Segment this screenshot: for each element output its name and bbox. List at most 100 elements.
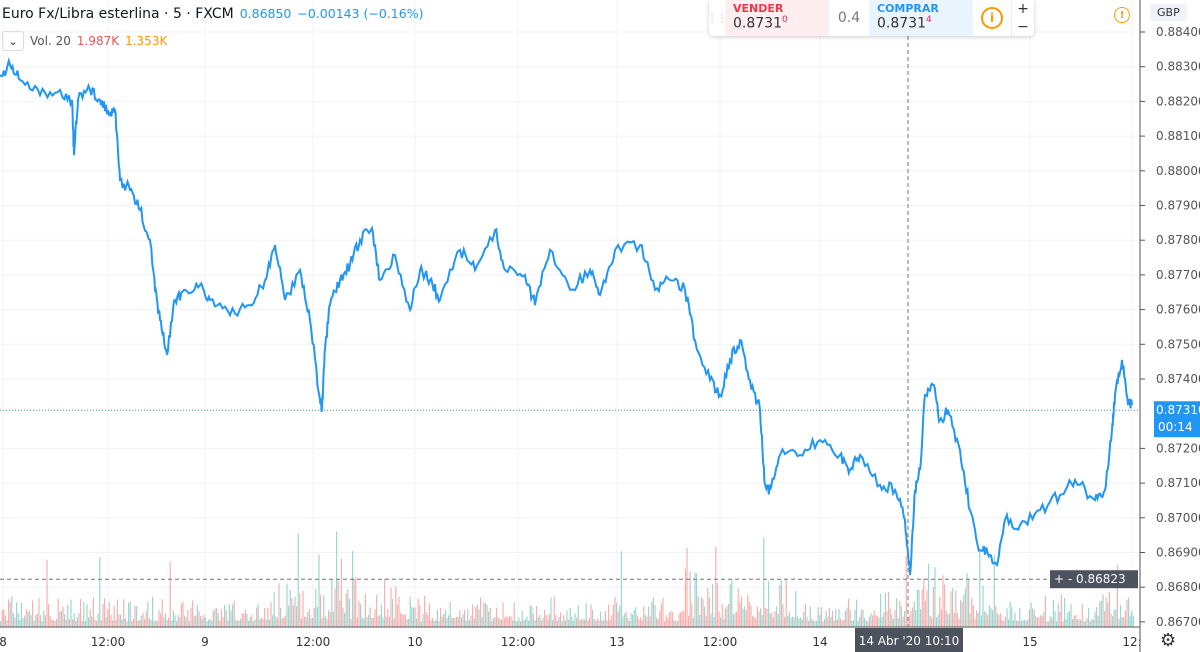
volume-bar — [648, 606, 650, 627]
volume-bar — [296, 606, 298, 627]
volume-bar — [280, 607, 282, 627]
volume-bar — [1068, 611, 1070, 627]
volume-bar — [838, 609, 840, 627]
volume-bar — [702, 599, 704, 627]
warning-icon[interactable]: ! — [1114, 7, 1130, 23]
volume-bar — [915, 609, 917, 627]
volume-bar — [993, 554, 995, 627]
sell-button[interactable]: VENDER 0.87310 — [725, 0, 829, 36]
volume-bar — [22, 618, 24, 627]
volume-bar — [566, 610, 568, 627]
volume-bar — [302, 590, 304, 627]
volume-bar — [889, 608, 891, 627]
volume-bar — [440, 607, 442, 627]
volume-bar — [756, 606, 758, 627]
volume-bar — [523, 620, 525, 627]
volume-bar — [284, 615, 286, 627]
volume-bar — [625, 611, 627, 627]
volume-bar — [220, 609, 222, 627]
volume-bar — [632, 614, 634, 627]
volume-bar — [249, 617, 251, 627]
volume-bar — [131, 621, 133, 627]
volume-bar — [350, 618, 352, 627]
volume-bar — [601, 620, 603, 627]
volume-bar — [1099, 601, 1101, 627]
volume-bar — [243, 613, 245, 627]
volume-bar — [555, 615, 557, 627]
y-tick-label: 0.86700 — [1156, 615, 1200, 629]
volume-bar — [417, 598, 419, 627]
volume-bar — [755, 618, 757, 627]
volume-bar — [900, 606, 902, 627]
volume-bar — [1052, 599, 1054, 627]
volume-bar — [342, 607, 344, 627]
volume-bar — [1024, 619, 1026, 627]
volume-bar — [60, 610, 62, 627]
volume-bar — [894, 610, 896, 627]
volume-bar — [476, 604, 478, 627]
volume-bar — [812, 620, 814, 627]
volume-bar — [361, 617, 363, 627]
drag-handle-icon[interactable]: ⋮⋮ — [707, 12, 727, 24]
volume-bar — [936, 617, 938, 627]
volume-bar — [28, 610, 30, 627]
volume-bar — [140, 615, 142, 627]
zoom-in-button[interactable]: + — [1017, 1, 1029, 17]
volume-bar — [841, 620, 843, 627]
volume-bar — [1110, 613, 1112, 627]
volume-bar — [270, 602, 272, 627]
info-button[interactable]: i — [973, 0, 1011, 36]
volume-bar — [30, 615, 32, 627]
volume-bar — [1080, 619, 1082, 627]
volume-bar — [331, 580, 333, 627]
zoom-out-button[interactable]: − — [1017, 19, 1029, 35]
volume-bar — [982, 585, 984, 627]
volume-bar — [108, 602, 110, 627]
volume-bar — [208, 619, 210, 627]
volume-bar — [446, 617, 448, 627]
volume-bar — [1108, 591, 1110, 627]
volume-bar — [764, 607, 766, 627]
settings-gear-icon[interactable]: ⚙ — [1160, 630, 1177, 651]
volume-bar — [1012, 620, 1014, 627]
volume-bar — [976, 610, 978, 627]
volume-bar — [928, 563, 930, 627]
volume-bar — [1014, 612, 1016, 627]
volume-bar — [550, 597, 552, 627]
volume-bar — [371, 617, 373, 627]
volume-bar — [9, 602, 11, 627]
volume-bar — [288, 605, 290, 627]
currency-label[interactable]: GBP — [1150, 4, 1187, 21]
volume-bar — [6, 620, 8, 627]
volume-bar — [619, 605, 621, 627]
volume-bar — [572, 620, 574, 627]
volume-bar — [176, 621, 178, 627]
volume-bar — [1030, 602, 1032, 627]
volume-bar — [1048, 621, 1050, 627]
volume-bar — [310, 617, 312, 627]
volume-bar — [804, 603, 806, 627]
volume-bar — [521, 610, 523, 627]
volume-bar — [857, 621, 859, 627]
volume-bar — [358, 600, 360, 627]
volume-bar — [832, 610, 834, 627]
collapse-button[interactable]: ⌄ — [2, 31, 24, 51]
volume-bar — [337, 580, 339, 627]
volume-bar — [1067, 612, 1069, 627]
volume-bar — [811, 618, 813, 627]
buy-button[interactable]: COMPRAR 0.87314 — [869, 0, 973, 36]
volume-bar — [808, 620, 810, 627]
volume-bar — [291, 598, 293, 627]
volume-bar — [201, 618, 203, 627]
volume-bar — [297, 533, 299, 627]
volume-bar — [44, 615, 46, 627]
volume-bar — [134, 605, 136, 627]
volume-bar — [683, 610, 685, 627]
volume-bar — [1107, 602, 1109, 627]
x-tick-label: 13 — [609, 635, 624, 649]
volume-bar — [672, 612, 674, 627]
